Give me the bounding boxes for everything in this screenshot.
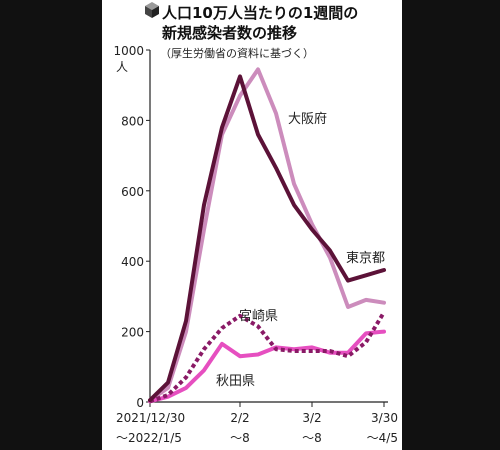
series-line-0 bbox=[148, 74, 386, 403]
x-tick-label: 2021/12/30 bbox=[116, 411, 185, 425]
x-tick-label: 2/2 bbox=[230, 411, 249, 425]
y-tick-label: 800 bbox=[121, 114, 144, 128]
series-label-akita: 秋田県 bbox=[216, 374, 255, 389]
y-tick-label: 400 bbox=[121, 255, 144, 269]
chart-title-line1: 人口10万人当たりの1週間の bbox=[162, 4, 358, 22]
x-tick-label: 3/2 bbox=[302, 411, 321, 425]
x-tick-label-line2: ～2022/1/5 bbox=[116, 431, 182, 445]
series-label-miyazaki: 宮崎県 bbox=[239, 308, 278, 324]
y-tick-label: 200 bbox=[121, 326, 144, 340]
x-tick-label-line2: ～8 bbox=[302, 431, 322, 445]
x-axis-ticks: 2021/12/30 ～2022/1/5 2/2 ～8 3/2 ～8 3/30 ～4/5 bbox=[116, 402, 398, 445]
x-tick-label-line2: ～4/5 bbox=[367, 431, 398, 445]
chart-title-line2: 新規感染者数の推移 bbox=[162, 24, 297, 42]
series-line-2 bbox=[149, 311, 386, 404]
x-tick-label: 3/30 bbox=[371, 411, 398, 425]
series-layer bbox=[148, 67, 386, 404]
y-tick-label: 0 bbox=[136, 396, 144, 410]
x-tick-label-line2: ～8 bbox=[230, 431, 250, 445]
series-label-tokyo: 東京都 bbox=[346, 250, 385, 266]
y-unit-label: 人 bbox=[116, 60, 128, 74]
chart-panel: 人口10万人当たりの1週間の 新規感染者数の推移 （厚生労働省の資料に基づく） … bbox=[102, 0, 402, 450]
y-tick-label: 1000 bbox=[113, 44, 144, 58]
series-line-3 bbox=[148, 329, 386, 404]
chart: 人口10万人当たりの1週間の 新規感染者数の推移 （厚生労働省の資料に基づく） … bbox=[113, 2, 398, 445]
series-label-osaka: 大阪府 bbox=[288, 112, 327, 127]
y-tick-label: 600 bbox=[121, 185, 144, 199]
chart-subtitle: （厚生労働省の資料に基づく） bbox=[160, 46, 314, 60]
y-axis-ticks: 0 200 400 600 800 1000 bbox=[113, 44, 150, 410]
cube-icon bbox=[145, 2, 159, 18]
